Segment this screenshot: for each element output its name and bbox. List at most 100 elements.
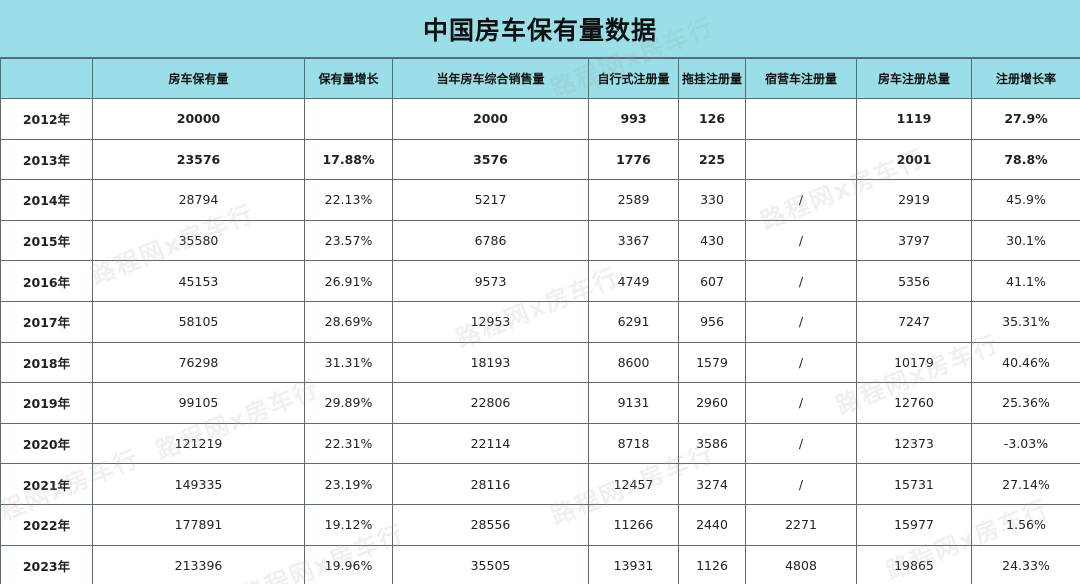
cell-rv-stock: 23576 — [92, 138, 305, 181]
cell-stock-growth: 19.96% — [304, 544, 393, 584]
cell-motorhome-registrations: 2589 — [588, 179, 679, 221]
cell-motorhome-registrations: 11266 — [588, 503, 679, 546]
table-row: 2014年 28794 22.13% 5217 2589 330/2919 45.9% — [0, 179, 1080, 221]
cell-total-registrations: 3797 — [856, 219, 972, 262]
cell-registration-growth: 78.8% — [971, 138, 1080, 181]
cell-trailer-registrations: 956 — [678, 300, 746, 343]
cell-motorhome-registrations: 1776 — [588, 138, 679, 181]
table-row: 2013年 23576 17.88% 3576 1776 225 2001 78.8% — [0, 138, 1080, 181]
cell-rv-stock: 28794 — [92, 179, 305, 221]
cell-rv-stock: 121219 — [92, 422, 305, 465]
table-row: 2019年 99105 29.89% 22806 9131 2960/12760 25.36… — [0, 382, 1080, 424]
cell-registration-growth: 1.56% — [971, 503, 1080, 546]
cell-stock-growth: 23.19% — [304, 463, 393, 505]
cell-year: 2020年 — [0, 422, 93, 465]
cell-total-registrations: 7247 — [856, 300, 972, 343]
header-total-registrations: 房车注册总量 — [856, 58, 972, 99]
cell-motorhome-registrations: 9131 — [588, 382, 679, 424]
cell-annual-sales: 9573 — [392, 260, 589, 302]
cell-annual-sales: 28556 — [392, 503, 589, 546]
cell-motorhome-registrations: 12457 — [588, 463, 679, 505]
cell-year: 2018年 — [0, 341, 93, 384]
cell-stock-growth: 23.57% — [304, 219, 393, 262]
cell-trailer-registrations: 607 — [678, 260, 746, 302]
table-row: 2021年 149335 23.19% 28116 12457 3274/15731 27.… — [0, 463, 1080, 505]
cell-motorhome-registrations: 4749 — [588, 260, 679, 302]
cell-stock-growth: 22.13% — [304, 179, 393, 221]
cell-rv-stock: 213396 — [92, 544, 305, 584]
table-row: 2020年 121219 22.31% 22114 8718 3586/12373 -3.0… — [0, 422, 1080, 465]
cell-annual-sales: 18193 — [392, 341, 589, 384]
cell-stock-growth: 29.89% — [304, 382, 393, 424]
cell-registration-growth: 41.1% — [971, 260, 1080, 302]
cell-annual-sales: 28116 — [392, 463, 589, 505]
cell-trailer-registrations: 225 — [678, 138, 746, 181]
cell-trailer-registrations: 430 — [678, 219, 746, 262]
cell-motorhome-registrations: 6291 — [588, 300, 679, 343]
cell-trailer-registrations: 1126 — [678, 544, 746, 584]
cell-stock-growth: 22.31% — [304, 422, 393, 465]
cell-trailer-registrations: 2440 — [678, 503, 746, 546]
cell-year: 2021年 — [0, 463, 93, 505]
cell-year: 2012年 — [0, 98, 93, 140]
cell-annual-sales: 22806 — [392, 382, 589, 424]
header-rv-stock: 房车保有量 — [92, 58, 305, 99]
cell-camper-registrations: / — [745, 260, 857, 302]
header-trailer-registrations: 拖挂注册量 — [678, 58, 746, 99]
cell-rv-stock: 99105 — [92, 382, 305, 424]
cell-total-registrations: 15977 — [856, 503, 972, 546]
cell-motorhome-registrations: 993 — [588, 98, 679, 140]
table-row: 2018年 76298 31.31% 18193 8600 1579/10179 40.46… — [0, 341, 1080, 384]
cell-stock-growth — [304, 98, 393, 140]
cell-total-registrations: 1119 — [856, 98, 972, 140]
cell-rv-stock: 35580 — [92, 219, 305, 262]
cell-year: 2023年 — [0, 544, 93, 584]
cell-annual-sales: 3576 — [392, 138, 589, 181]
cell-motorhome-registrations: 8600 — [588, 341, 679, 384]
page-title: 中国房车保有量数据 — [422, 15, 657, 45]
cell-rv-stock: 20000 — [92, 98, 305, 140]
cell-camper-registrations — [745, 138, 857, 181]
cell-rv-stock: 76298 — [92, 341, 305, 384]
header-motorhome-registrations: 自行式注册量 — [588, 58, 679, 99]
cell-year: 2013年 — [0, 138, 93, 181]
cell-total-registrations: 2001 — [856, 138, 972, 181]
cell-stock-growth: 26.91% — [304, 260, 393, 302]
cell-registration-growth: -3.03% — [971, 422, 1080, 465]
cell-annual-sales: 12953 — [392, 300, 589, 343]
cell-annual-sales: 5217 — [392, 179, 589, 221]
header-annual-sales: 当年房车综合销售量 — [392, 58, 589, 99]
cell-registration-growth: 24.33% — [971, 544, 1080, 584]
cell-trailer-registrations: 1579 — [678, 341, 746, 384]
table-row: 2017年 58105 28.69% 12953 6291 956/7247 35.31% — [0, 300, 1080, 343]
cell-registration-growth: 30.1% — [971, 219, 1080, 262]
cell-total-registrations: 15731 — [856, 463, 972, 505]
table-row: 2015年 35580 23.57% 6786 3367 430/3797 30.1% — [0, 219, 1080, 262]
cell-camper-registrations: 4808 — [745, 544, 857, 584]
cell-trailer-registrations: 3274 — [678, 463, 746, 505]
cell-rv-stock: 149335 — [92, 463, 305, 505]
cell-year: 2016年 — [0, 260, 93, 302]
header-camper-registrations: 宿营车注册量 — [745, 58, 857, 99]
cell-trailer-registrations: 3586 — [678, 422, 746, 465]
cell-camper-registrations: / — [745, 463, 857, 505]
table-row: 2023年 213396 19.96% 35505 13931 1126 4808 19865… — [0, 544, 1080, 584]
cell-camper-registrations: / — [745, 341, 857, 384]
cell-registration-growth: 35.31% — [971, 300, 1080, 343]
cell-stock-growth: 19.12% — [304, 503, 393, 546]
cell-registration-growth: 40.46% — [971, 341, 1080, 384]
table-row: 2012年 20000 2000 993 126 1119 27.9% — [0, 98, 1080, 140]
cell-registration-growth: 27.14% — [971, 463, 1080, 505]
cell-year: 2015年 — [0, 219, 93, 262]
cell-total-registrations: 12760 — [856, 382, 972, 424]
cell-motorhome-registrations: 13931 — [588, 544, 679, 584]
cell-year: 2019年 — [0, 382, 93, 424]
cell-annual-sales: 22114 — [392, 422, 589, 465]
cell-camper-registrations: / — [745, 422, 857, 465]
cell-camper-registrations: / — [745, 300, 857, 343]
cell-annual-sales: 6786 — [392, 219, 589, 262]
cell-registration-growth: 45.9% — [971, 179, 1080, 221]
header-row: 房车保有量 保有量增长 当年房车综合销售量 自行式注册量 拖挂注册量 宿营车注册… — [0, 58, 1080, 99]
table-row: 2016年 45153 26.91% 9573 4749 607/5356 41.1% — [0, 260, 1080, 302]
cell-total-registrations: 10179 — [856, 341, 972, 384]
